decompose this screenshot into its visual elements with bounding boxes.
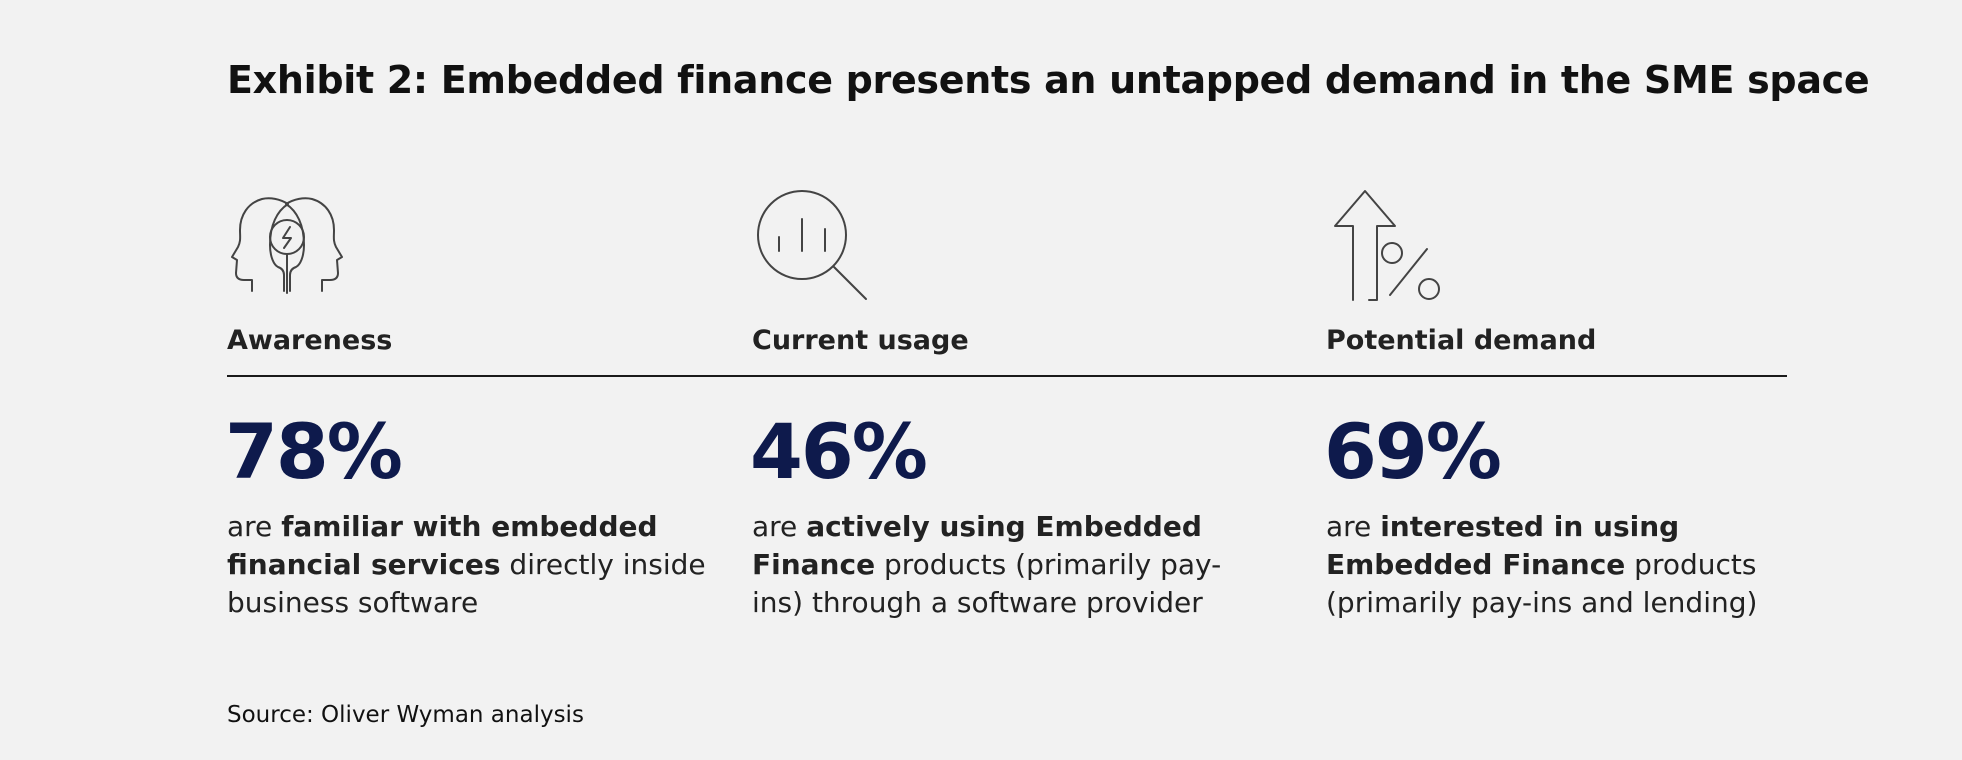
- current-usage-description: are actively using Embedded Finance prod…: [752, 508, 1272, 622]
- magnifier-chart-icon: [752, 185, 882, 305]
- potential-demand-desc-pre: are: [1326, 510, 1381, 543]
- potential-demand-desc-bold: interested in using Embedded Finance: [1326, 510, 1680, 581]
- awareness-label: Awareness: [227, 325, 393, 356]
- current-usage-stat: 46%: [750, 407, 928, 496]
- awareness-desc-post: directly inside business software: [227, 548, 706, 619]
- awareness-description: are familiar with embedded financial ser…: [227, 508, 747, 622]
- current-usage-desc-bold: actively using Embedded Finance: [752, 510, 1202, 581]
- arrow-up-percent-icon: [1330, 185, 1460, 305]
- potential-demand-stat: 69%: [1324, 407, 1502, 496]
- current-usage-desc-pre: are: [752, 510, 807, 543]
- potential-demand-desc-post: products (primarily pay-ins and lending): [1326, 548, 1758, 619]
- current-usage-label: Current usage: [752, 325, 969, 356]
- awareness-desc-bold: familiar with embedded financial service…: [227, 510, 658, 581]
- awareness-stat: 78%: [225, 407, 403, 496]
- potential-demand-description: are interested in using Embedded Finance…: [1326, 508, 1806, 622]
- page-title: Exhibit 2: Embedded finance presents an …: [227, 58, 1870, 102]
- current-usage-desc-post: products (primarily pay-ins) through a s…: [752, 548, 1222, 619]
- two-heads-idea-icon: [222, 185, 352, 305]
- potential-demand-label: Potential demand: [1326, 325, 1597, 356]
- source-note: Source: Oliver Wyman analysis: [227, 702, 584, 728]
- awareness-desc-pre: are: [227, 510, 282, 543]
- divider-line: [227, 375, 1787, 377]
